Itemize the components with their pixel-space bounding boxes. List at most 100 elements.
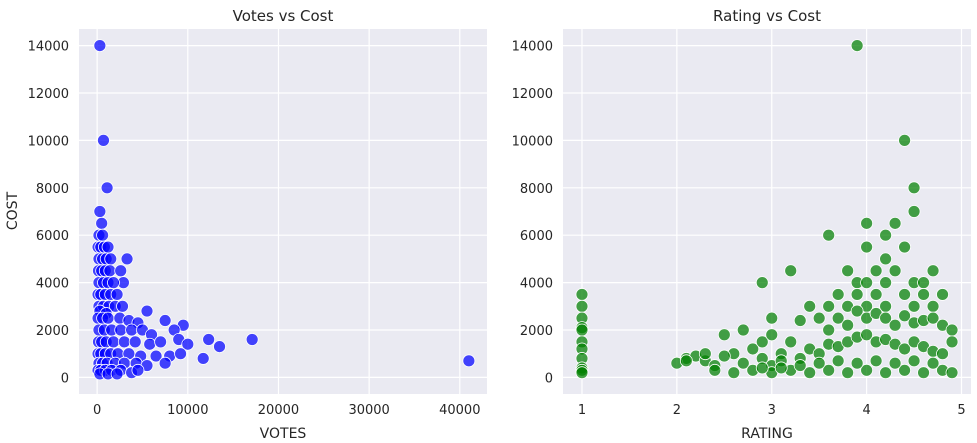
scatter-point [575, 323, 589, 337]
y-tick-label: 6000 [36, 229, 69, 244]
scatter-point [822, 299, 836, 313]
scatter-point [831, 288, 845, 301]
scatter-point [107, 335, 120, 349]
scatter-point [143, 337, 157, 351]
y-tick-label: 6000 [520, 229, 553, 244]
scatter-point [831, 311, 845, 325]
scatter-point [803, 366, 817, 380]
scatter-point [898, 288, 911, 301]
scatter-point [793, 314, 807, 327]
scatter-point [898, 363, 911, 377]
scatter-point [860, 276, 874, 290]
scatter-point [945, 323, 959, 337]
scatter-point [926, 264, 940, 278]
x-tick-labels: 1 2 3 4 5 [578, 403, 966, 418]
scatter-point [128, 335, 142, 349]
scatter-point [101, 311, 115, 325]
scatter-point [717, 349, 731, 363]
y-tick-label: 12000 [28, 87, 69, 102]
scatter-point [575, 288, 589, 301]
x-tick-label: 1 [578, 403, 586, 418]
scatter-point [879, 252, 893, 266]
scatter-point [174, 347, 187, 361]
scatter-point [196, 352, 210, 365]
scatter-point [202, 333, 216, 346]
scatter-point [158, 356, 172, 370]
x-tick-label: 3 [768, 403, 776, 418]
scatter-point [841, 366, 855, 380]
scatter-point [936, 288, 949, 301]
scatter-point [140, 304, 154, 318]
scatter-point [888, 356, 902, 370]
scatter-point [736, 323, 750, 337]
scatter-point [945, 335, 959, 349]
x-tick-labels: 0 10000 20000 30000 40000 [93, 403, 480, 418]
scatter-point [116, 299, 129, 313]
gridlines [563, 29, 971, 394]
scatter-point [812, 311, 826, 325]
y-axis-label: COST [5, 191, 21, 230]
scatter-point [110, 367, 124, 381]
y-tick-label: 8000 [36, 182, 69, 197]
scatter-point [101, 240, 115, 254]
x-tick-label: 40000 [439, 403, 480, 418]
scatter-point [860, 328, 874, 342]
y-tick-label: 4000 [36, 277, 69, 292]
scatter-point [114, 323, 128, 337]
y-tick-labels: 0 2000 4000 6000 8000 10000 12000 14000 [28, 40, 69, 387]
x-tick-label: 5 [957, 403, 965, 418]
scatter-points [91, 39, 476, 381]
scatter-point [95, 216, 109, 230]
y-tick-label: 10000 [512, 134, 553, 149]
scatter-point [917, 276, 930, 290]
scatter-point [755, 335, 769, 349]
y-tick-label: 0 [545, 371, 553, 386]
scatter-point [926, 356, 940, 370]
scatter-point [114, 264, 128, 278]
scatter-point [888, 264, 902, 278]
x-tick-label: 0 [93, 403, 101, 418]
y-tick-label: 2000 [36, 324, 69, 339]
y-tick-labels: 0 2000 4000 6000 8000 10000 12000 14000 [512, 40, 553, 387]
y-tick-label: 14000 [28, 40, 69, 55]
scatter-point [898, 240, 911, 254]
scatter-point [860, 240, 874, 254]
scatter-point [803, 299, 817, 313]
scatter-point [917, 366, 930, 380]
scatter-point [110, 288, 124, 301]
x-tick-label: 10000 [167, 403, 208, 418]
chart-title: Rating vs Cost [713, 7, 821, 25]
scatter-point [879, 366, 893, 380]
x-tick-label: 30000 [348, 403, 389, 418]
scatter-point [898, 133, 911, 147]
scatter-point [888, 216, 902, 230]
x-tick-label: 4 [862, 403, 870, 418]
scatter-point [104, 252, 118, 266]
scatter-point [131, 363, 145, 377]
y-tick-label: 10000 [28, 134, 69, 149]
scatter-point [100, 181, 114, 195]
scatter-point [841, 264, 855, 278]
scatter-point [462, 354, 476, 368]
scatter-point [107, 276, 120, 290]
scatter-point [125, 323, 138, 337]
scatter-point [860, 216, 874, 230]
scatter-point [850, 39, 864, 52]
scatter-point [898, 342, 911, 356]
scatter-point [698, 347, 712, 361]
scatter-point [97, 133, 110, 147]
scatter-point [765, 328, 779, 342]
rating-vs-cost-chart: 1 2 3 4 5 0 2000 4000 6000 8000 10000 12000 14000 R… [512, 7, 971, 442]
chart-title: Votes vs Cost [233, 7, 334, 25]
y-tick-label: 14000 [512, 40, 553, 55]
votes-vs-cost-chart: 0 10000 20000 30000 40000 0 2000 4000 6000 8000 1… [5, 7, 487, 442]
scatter-point [245, 333, 259, 346]
scatter-point [755, 361, 769, 375]
scatter-point [888, 318, 902, 332]
scatter-point [898, 309, 911, 323]
scatter-point [869, 264, 883, 278]
scatter-point [850, 356, 864, 370]
scatter-point [158, 314, 172, 327]
scatter-point [679, 354, 693, 368]
